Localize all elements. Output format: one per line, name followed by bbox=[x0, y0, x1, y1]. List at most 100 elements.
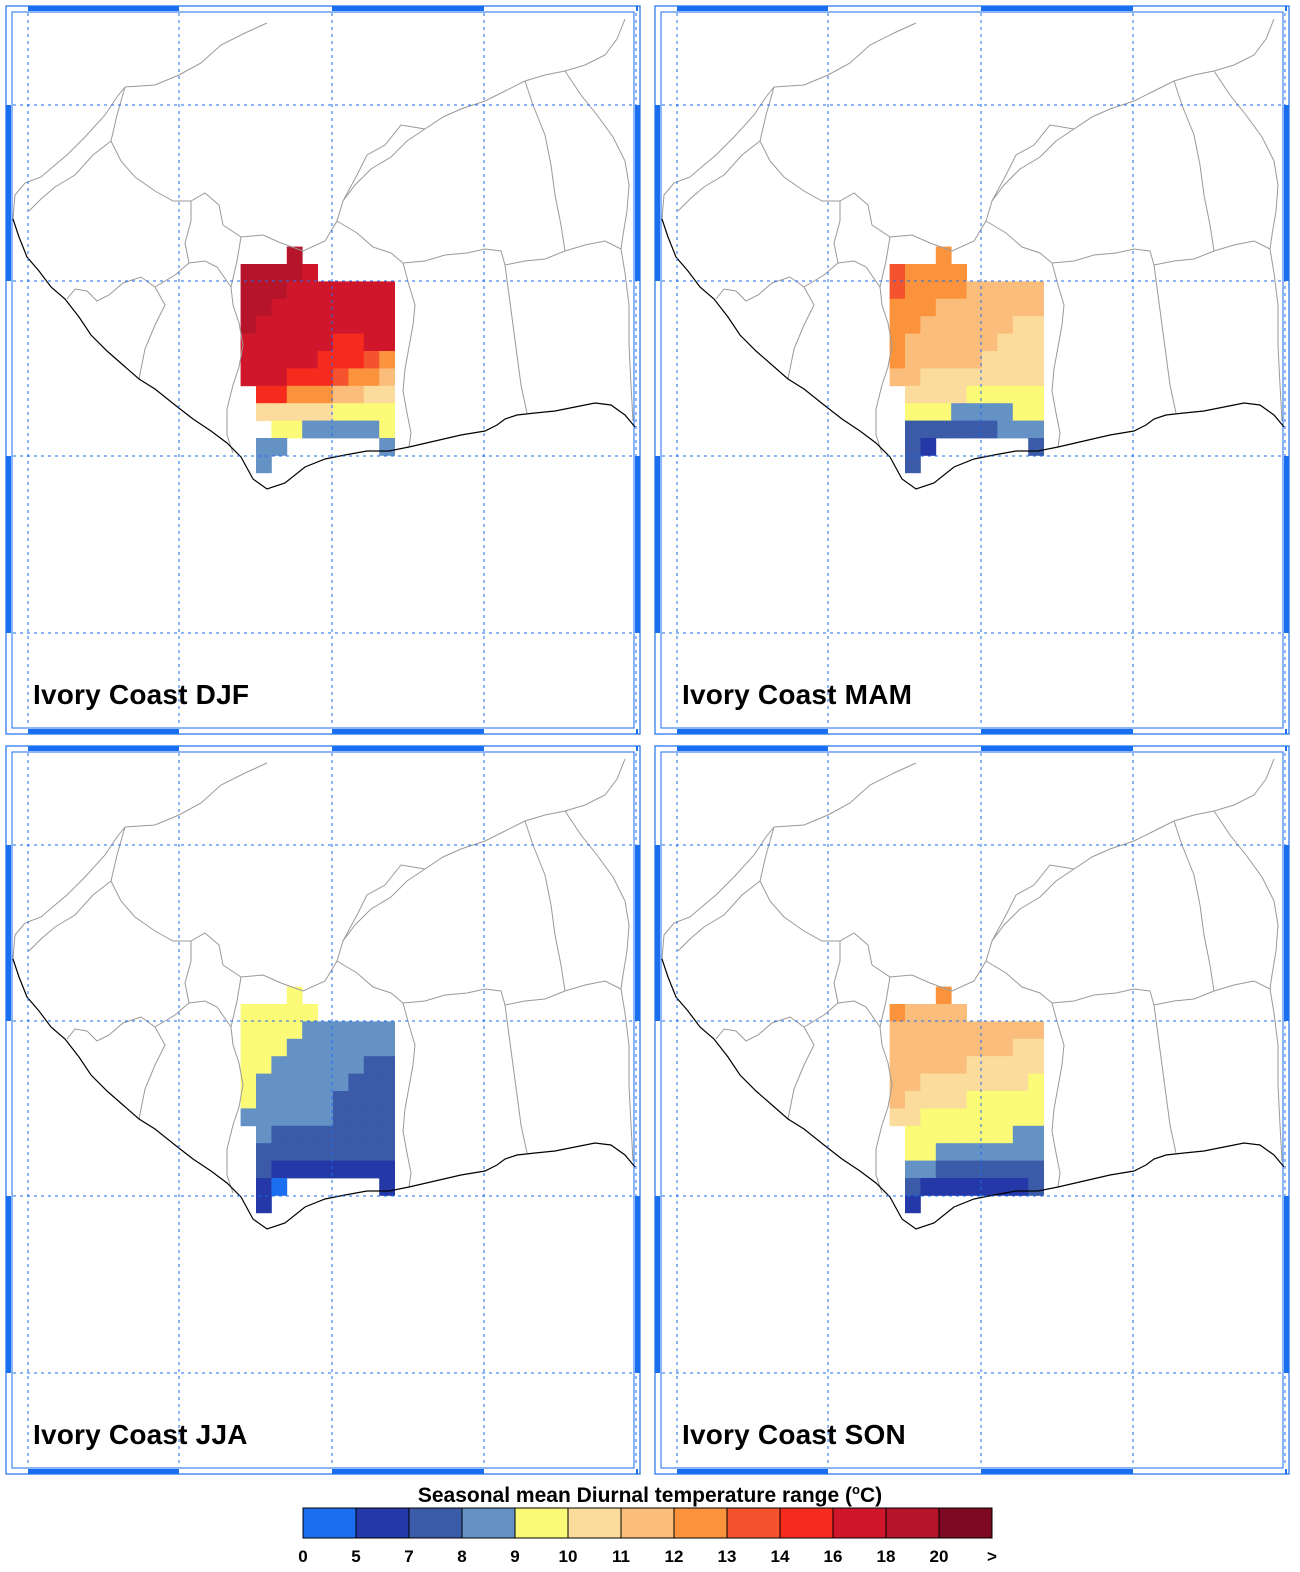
map-canvas bbox=[5, 5, 641, 735]
heatmap-cell bbox=[966, 385, 983, 404]
legend-title-suffix: C) bbox=[859, 1484, 883, 1507]
colorbar-swatch bbox=[779, 1507, 834, 1539]
heatmap-cell bbox=[302, 1125, 318, 1144]
heatmap-cell bbox=[905, 1195, 921, 1214]
heatmap-cell bbox=[256, 1125, 272, 1144]
heatmap-cell bbox=[240, 1004, 257, 1022]
heatmap-cell bbox=[363, 385, 380, 404]
map-frame-inner bbox=[660, 11, 1284, 729]
heatmap-cell bbox=[951, 333, 967, 352]
heatmap-cell bbox=[997, 420, 1014, 439]
heatmap-cell bbox=[935, 333, 952, 352]
heatmap-cell bbox=[271, 1056, 288, 1074]
heatmap-cell bbox=[905, 403, 921, 421]
heatmap-cell bbox=[286, 403, 303, 421]
frame-tick-bottom bbox=[1285, 729, 1287, 734]
heatmap-cell bbox=[302, 403, 318, 421]
frame-tick-left bbox=[655, 105, 660, 281]
heatmap-cell bbox=[889, 298, 906, 317]
heatmap-cell bbox=[935, 986, 952, 1005]
frame-tick-left bbox=[6, 845, 11, 1021]
heatmap-cell bbox=[333, 298, 349, 317]
heatmap-cell bbox=[935, 1143, 952, 1161]
heatmap-cell bbox=[286, 368, 303, 387]
heatmap-cell bbox=[935, 281, 952, 300]
heatmap-cell bbox=[286, 1004, 303, 1022]
colorbar-tick-label: 16 bbox=[824, 1547, 843, 1566]
country-border bbox=[803, 260, 881, 288]
heatmap-cell bbox=[889, 1004, 906, 1022]
heatmap-cell bbox=[286, 333, 303, 352]
heatmap-cell bbox=[348, 420, 365, 439]
heatmap-cell bbox=[379, 1125, 395, 1144]
graticule bbox=[662, 13, 1286, 727]
heatmap-cell bbox=[363, 1160, 380, 1179]
heatmap-cell bbox=[889, 333, 906, 352]
heatmap-cell bbox=[920, 281, 937, 300]
heatmap-cell bbox=[256, 1073, 272, 1092]
heatmap-cell bbox=[271, 1038, 288, 1057]
heatmap-cell bbox=[240, 1073, 257, 1092]
country-border bbox=[715, 276, 815, 380]
heatmap-cell bbox=[920, 1108, 937, 1127]
heatmap-cell bbox=[1012, 385, 1029, 404]
heatmap-cell bbox=[997, 1021, 1014, 1040]
heatmap-cell bbox=[1012, 298, 1029, 317]
country-border bbox=[110, 758, 626, 992]
heatmap-cell bbox=[348, 281, 365, 300]
heatmap-cell bbox=[302, 1021, 318, 1040]
frame-tick-bottom bbox=[981, 1469, 1133, 1474]
heatmap-cell bbox=[982, 316, 998, 334]
heatmap-cell bbox=[363, 368, 380, 387]
heatmap-cell bbox=[379, 403, 395, 421]
heatmap-cell bbox=[935, 420, 952, 439]
country-border bbox=[1213, 810, 1279, 990]
heatmap-cell bbox=[271, 1021, 288, 1040]
colorbar-tick-label: 10 bbox=[559, 1547, 578, 1566]
heatmap-cell bbox=[256, 1143, 272, 1161]
heatmap-cell bbox=[997, 385, 1014, 404]
heatmap-cell bbox=[363, 1143, 380, 1161]
heatmap-cell bbox=[363, 298, 380, 317]
heatmap-cell bbox=[256, 455, 272, 474]
heatmap-cell bbox=[905, 1108, 921, 1127]
frame-tick-bottom bbox=[28, 729, 179, 734]
heatmap-cell bbox=[286, 986, 303, 1005]
heatmap-cell bbox=[379, 438, 395, 456]
heatmap-cell bbox=[1028, 1108, 1044, 1127]
heatmap-cell bbox=[348, 1091, 365, 1109]
country-border bbox=[991, 124, 1075, 202]
panel-title: Ivory Coast JJA bbox=[33, 1419, 248, 1450]
heatmap-cell bbox=[363, 403, 380, 421]
heatmap-cell bbox=[920, 1091, 937, 1109]
country-border bbox=[564, 810, 630, 990]
colorbar-swatch bbox=[408, 1507, 463, 1539]
heatmap-cell bbox=[982, 1021, 998, 1040]
heatmap-cell bbox=[982, 368, 998, 387]
heatmap-cell bbox=[1028, 333, 1044, 352]
frame-tick-top bbox=[636, 746, 638, 751]
heatmap-cell bbox=[935, 1021, 952, 1040]
heatmap-cell bbox=[240, 281, 257, 300]
colorbar-tick-label: 20 bbox=[930, 1547, 949, 1566]
coastline bbox=[661, 958, 1285, 1230]
country-border bbox=[1051, 248, 1177, 414]
heatmap-cell bbox=[379, 316, 395, 334]
heatmap-cell bbox=[271, 1108, 288, 1127]
frame-tick-left bbox=[655, 1196, 660, 1373]
heatmap-cell bbox=[286, 316, 303, 334]
coastline bbox=[661, 218, 1285, 490]
panel-title: Ivory Coast DJF bbox=[33, 679, 250, 710]
heatmap-cell bbox=[317, 1108, 334, 1127]
heatmap-cell bbox=[256, 1108, 272, 1127]
heatmap-cell bbox=[997, 316, 1014, 334]
heatmap-cells bbox=[240, 246, 395, 474]
heatmap-cell bbox=[286, 246, 303, 265]
map-frame-inner bbox=[11, 11, 635, 729]
frame-tick-bottom bbox=[1285, 1469, 1287, 1474]
heatmap-cell bbox=[302, 316, 318, 334]
heatmap-cell bbox=[951, 1143, 967, 1161]
heatmap-cell bbox=[271, 1143, 288, 1161]
frame-tick-left bbox=[655, 456, 660, 633]
heatmap-cell bbox=[240, 264, 257, 282]
